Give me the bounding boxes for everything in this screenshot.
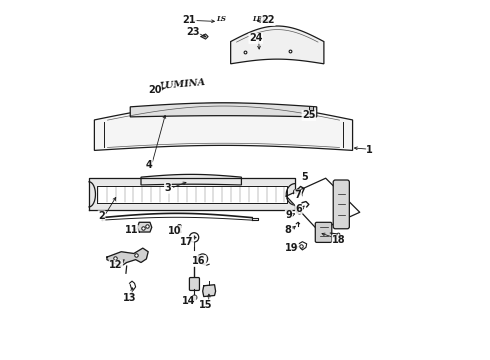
Polygon shape	[95, 103, 353, 150]
Text: 12: 12	[109, 260, 122, 270]
Text: 2: 2	[98, 211, 105, 221]
Polygon shape	[89, 178, 295, 211]
Text: 17: 17	[180, 237, 194, 247]
Polygon shape	[97, 186, 287, 203]
Text: 8: 8	[285, 225, 292, 235]
Text: LUMINA: LUMINA	[159, 77, 206, 91]
Text: 13: 13	[123, 293, 136, 303]
Polygon shape	[286, 178, 360, 231]
Polygon shape	[130, 103, 317, 117]
Text: 3: 3	[165, 183, 172, 193]
Text: LS: LS	[216, 15, 226, 23]
Text: 20: 20	[148, 85, 161, 95]
Text: 10: 10	[168, 226, 181, 236]
Text: 1: 1	[367, 144, 373, 154]
Text: 21: 21	[183, 15, 196, 26]
Text: 22: 22	[262, 15, 275, 26]
Polygon shape	[231, 26, 324, 64]
Text: 5: 5	[301, 172, 308, 182]
Text: 23: 23	[186, 27, 200, 37]
Polygon shape	[203, 285, 216, 297]
FancyBboxPatch shape	[315, 222, 332, 242]
Polygon shape	[141, 174, 242, 185]
Text: 14: 14	[182, 296, 196, 306]
Text: 4: 4	[146, 159, 152, 170]
Text: 6: 6	[295, 204, 302, 214]
Text: 11: 11	[124, 225, 138, 235]
Text: 19: 19	[285, 243, 298, 253]
Circle shape	[197, 254, 208, 264]
Text: LPE: LPE	[252, 15, 268, 23]
Text: 24: 24	[249, 33, 263, 43]
Text: 15: 15	[199, 300, 212, 310]
Polygon shape	[107, 248, 148, 266]
Text: 9: 9	[285, 210, 292, 220]
Text: 7: 7	[294, 190, 301, 200]
Polygon shape	[137, 222, 152, 232]
FancyBboxPatch shape	[190, 278, 199, 291]
FancyBboxPatch shape	[333, 180, 349, 229]
Polygon shape	[201, 34, 208, 39]
Text: 16: 16	[193, 256, 206, 266]
Text: 18: 18	[332, 235, 346, 245]
Text: 25: 25	[302, 111, 316, 121]
